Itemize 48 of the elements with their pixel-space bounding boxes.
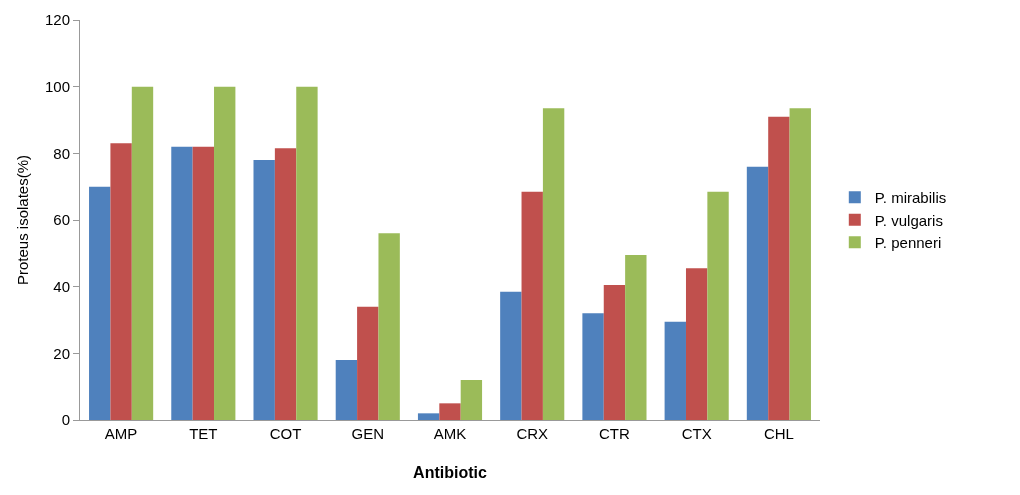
y-tick-label: 40 (53, 277, 70, 295)
x-tick-label: CTX (681, 425, 712, 442)
bar (521, 191, 543, 420)
bar (625, 255, 647, 420)
y-tick-label: 100 (44, 77, 70, 95)
x-tick-label: COT (269, 425, 302, 442)
x-tick-label: CHL (763, 425, 794, 442)
y-tick-label: 20 (53, 344, 70, 362)
bar (378, 233, 400, 420)
y-tick-label: 60 (53, 211, 70, 229)
bar (253, 160, 275, 420)
bar (746, 166, 769, 420)
bar (603, 285, 626, 420)
bar (89, 186, 111, 420)
x-axis-title: Antibiotic (413, 463, 487, 481)
bar (582, 313, 604, 420)
bar (789, 108, 811, 420)
legend-label: P. penneri (874, 234, 942, 252)
bar (357, 306, 379, 420)
x-tick-label: CRX (516, 425, 549, 442)
bar (500, 291, 522, 420)
bar (131, 86, 154, 420)
y-tick-label: 0 (61, 411, 70, 429)
bar (335, 360, 358, 420)
bar (417, 413, 440, 420)
y-tick-label: 120 (44, 11, 70, 29)
bar (439, 403, 461, 420)
bar (685, 268, 708, 420)
bar (707, 191, 729, 420)
bar (664, 321, 686, 420)
bar (171, 146, 193, 420)
x-tick-label: AMP (104, 425, 138, 442)
bar (460, 380, 483, 420)
bar (296, 86, 318, 420)
bar (214, 86, 236, 420)
x-tick-label: GEN (351, 425, 385, 442)
x-tick-label: AMK (433, 425, 467, 442)
legend-label: P. mirabilis (874, 189, 947, 207)
bar (542, 108, 565, 420)
bar (768, 116, 790, 420)
bar (274, 148, 297, 420)
y-axis-title: Proteus isolates(%) (14, 154, 32, 286)
x-tick-label: TET (189, 425, 218, 442)
x-tick-label: CTR (599, 425, 631, 442)
y-tick-label: 80 (53, 144, 70, 162)
legend-label: P. vulgaris (874, 211, 943, 229)
bar (110, 143, 132, 420)
bar (192, 146, 215, 420)
